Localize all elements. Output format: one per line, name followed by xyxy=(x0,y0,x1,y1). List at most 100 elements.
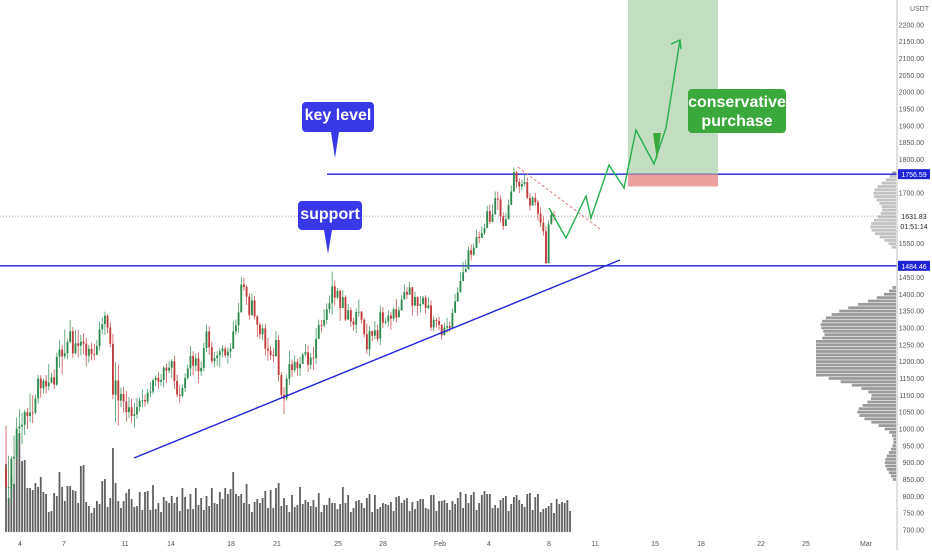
volume-bar xyxy=(491,508,494,532)
volume-profile-bar xyxy=(888,451,896,454)
volume-bar xyxy=(569,511,571,532)
candle-body xyxy=(360,311,363,320)
candle-body xyxy=(419,304,422,306)
volume-bar xyxy=(547,506,550,532)
volume-bar xyxy=(224,488,227,532)
candle-body xyxy=(376,330,379,339)
candle-body xyxy=(408,287,411,295)
volume-profile-bar xyxy=(892,444,896,448)
volume-profile-bar xyxy=(868,390,896,394)
candle-body xyxy=(448,326,451,329)
candle-body xyxy=(414,296,416,306)
time-tick: 11 xyxy=(121,541,128,548)
drawings[interactable] xyxy=(133,0,718,459)
price-tick: 1550.00 xyxy=(899,241,924,248)
volume-bar xyxy=(333,503,336,532)
candle-body xyxy=(379,312,382,339)
volume-bar xyxy=(315,507,317,532)
volume-bar xyxy=(149,510,152,532)
volume-bar xyxy=(349,512,352,532)
volume-bar xyxy=(114,483,117,532)
stop-zone xyxy=(628,174,718,187)
volume-profile-bar xyxy=(873,191,896,195)
volume-profile-bar xyxy=(820,323,896,326)
volume-bar xyxy=(534,497,537,532)
candle-body xyxy=(462,272,465,282)
volume-profile-bar xyxy=(880,212,896,215)
candle-body xyxy=(144,400,146,402)
volume-profile-bar xyxy=(893,437,896,441)
volume-bar xyxy=(368,494,371,532)
candle-body xyxy=(392,309,395,319)
price-tick: 1400.00 xyxy=(899,292,924,299)
time-tick: 7 xyxy=(62,541,66,548)
volume-bar xyxy=(406,498,408,532)
time-tick: 22 xyxy=(757,541,765,548)
volume-bar xyxy=(336,509,339,532)
candle-body xyxy=(427,305,430,309)
candle-body xyxy=(74,343,77,354)
volume-bar xyxy=(13,484,15,532)
volume-bar xyxy=(475,510,478,532)
purchase-callout-text: purchase xyxy=(701,113,772,130)
volume-bar xyxy=(66,486,69,532)
candle-body xyxy=(280,375,283,395)
volume-bar xyxy=(69,486,72,532)
volume-bar xyxy=(384,504,387,532)
volume-bar xyxy=(325,505,328,532)
candle-body xyxy=(53,377,56,385)
candle-body xyxy=(197,358,200,372)
volume-profile-bar xyxy=(831,313,896,316)
candle-body xyxy=(435,319,438,321)
volume-bar xyxy=(95,501,98,532)
volume-bar xyxy=(480,495,483,532)
candle-body xyxy=(464,269,467,273)
candle-body xyxy=(518,182,521,187)
volume-profile-bar xyxy=(878,424,896,427)
candle-body xyxy=(438,320,440,325)
volume-profile-bar xyxy=(879,235,896,239)
volume-profile-bar xyxy=(876,198,896,202)
candle-body xyxy=(296,361,299,369)
candle-body xyxy=(170,361,173,368)
key-level-badge-text: 1756.59 xyxy=(901,172,926,179)
volume-bar xyxy=(152,485,154,532)
volume-bar xyxy=(352,508,355,532)
candle-body xyxy=(526,182,529,198)
volume-bar xyxy=(234,494,237,532)
volume-profile-bar xyxy=(870,397,896,401)
candle-body xyxy=(23,412,26,425)
price-tick: 1250.00 xyxy=(899,342,924,349)
volume-bar xyxy=(251,512,253,532)
candle-body xyxy=(285,378,288,399)
time-tick: 11 xyxy=(591,541,598,548)
price-tick: 1850.00 xyxy=(899,140,924,147)
volume-profile-bar xyxy=(888,242,896,246)
candle-body xyxy=(504,219,507,226)
candle-body xyxy=(226,351,229,356)
volume-bar xyxy=(341,487,344,532)
volume-bar xyxy=(309,506,312,532)
candle-body xyxy=(152,380,154,392)
candle-body xyxy=(496,198,499,200)
candle-body xyxy=(550,214,553,225)
volume-bar xyxy=(170,496,173,532)
support-badge-text: 1484.46 xyxy=(901,264,926,271)
volume-bar xyxy=(90,513,93,532)
volume-bar xyxy=(312,500,315,532)
candle-body xyxy=(478,236,481,239)
volume-profile-bar xyxy=(822,319,896,323)
candle-body xyxy=(400,299,403,311)
price-tick: 1200.00 xyxy=(899,359,924,366)
volume-bar xyxy=(320,512,323,532)
price-tick: 1100.00 xyxy=(899,393,924,400)
candle-body xyxy=(165,367,168,371)
volume-bar xyxy=(71,490,74,532)
volume-bar xyxy=(138,492,141,532)
volume-bar xyxy=(29,488,31,532)
price-tick: 1950.00 xyxy=(899,107,924,114)
volume-profile-bar xyxy=(892,286,896,289)
volume-histogram xyxy=(5,433,571,532)
volume-bar xyxy=(328,498,331,532)
